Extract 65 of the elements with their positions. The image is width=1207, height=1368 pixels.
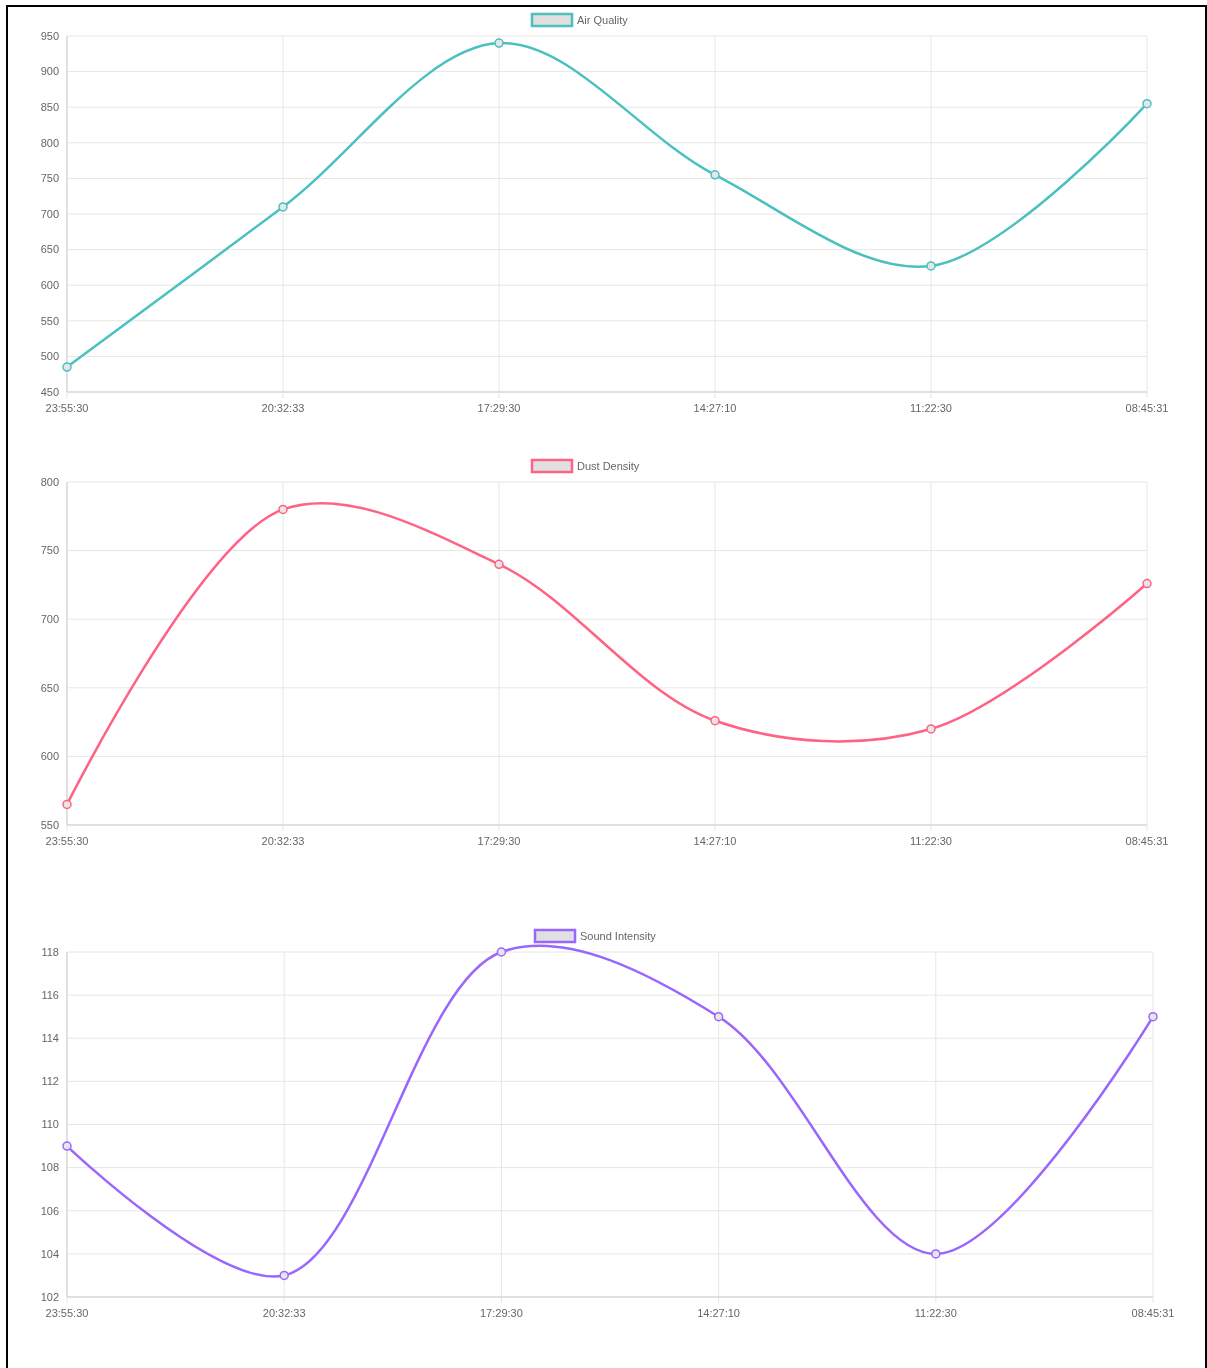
y-tick-label: 104 <box>40 1247 59 1260</box>
point <box>926 261 936 271</box>
y-tick-label: 450 <box>40 385 59 398</box>
y-tick-label: 106 <box>40 1204 59 1217</box>
x-tick-label: 23:55:30 <box>45 835 89 847</box>
point <box>62 1141 72 1151</box>
x-tick-label: 08:45:31 <box>1125 402 1169 414</box>
y-tick-label: 108 <box>40 1161 59 1174</box>
x-tick-label: 08:45:31 <box>1131 1307 1175 1319</box>
point <box>926 724 936 734</box>
x-tick-label: 11:22:30 <box>914 1307 957 1319</box>
y-tick-label: 750 <box>40 172 59 185</box>
point <box>710 170 720 180</box>
y-tick-label: 800 <box>40 475 59 488</box>
x-tick-label: 23:55:30 <box>45 1307 89 1319</box>
y-tick-label: 550 <box>40 818 59 831</box>
point <box>278 202 288 212</box>
y-tick-label: 700 <box>40 613 59 626</box>
point <box>494 38 504 48</box>
x-tick-label: 23:55:30 <box>45 402 89 414</box>
y-tick-label: 112 <box>41 1075 59 1088</box>
point <box>1142 578 1152 589</box>
x-tick-label: 20:32:33 <box>262 1307 306 1319</box>
y-tick-label: 110 <box>41 1118 59 1131</box>
point <box>713 1011 724 1022</box>
x-tick-label: 17:29:30 <box>479 1307 523 1319</box>
point <box>62 362 72 372</box>
y-tick-label: 102 <box>40 1290 59 1303</box>
x-tick-label: 20:32:33 <box>261 835 305 847</box>
point <box>931 1249 941 1259</box>
x-tick-label: 14:27:10 <box>697 1307 741 1319</box>
x-tick-label: 08:45:31 <box>1125 835 1169 847</box>
point <box>494 559 504 570</box>
y-tick-label: 600 <box>40 750 59 763</box>
legend-label: Air Quality <box>577 13 629 26</box>
y-tick-label: 118 <box>41 945 59 958</box>
point <box>62 799 72 810</box>
y-tick-label: 800 <box>40 136 59 149</box>
y-tick-label: 550 <box>40 314 59 327</box>
y-tick-label: 114 <box>41 1032 59 1045</box>
x-tick-label: 11:22:30 <box>909 835 953 847</box>
x-tick-label: 14:27:10 <box>693 402 737 414</box>
y-tick-label: 650 <box>40 681 59 694</box>
x-tick-label: 17:29:30 <box>477 835 521 847</box>
point <box>496 947 507 957</box>
y-tick-label: 950 <box>40 29 59 42</box>
point <box>1142 98 1152 109</box>
x-tick-label: 14:27:10 <box>693 835 737 847</box>
point <box>279 1270 289 1281</box>
x-tick-label: 20:32:33 <box>261 402 305 414</box>
y-tick-label: 700 <box>40 207 59 220</box>
x-tick-label: 11:22:30 <box>909 402 953 414</box>
y-tick-label: 600 <box>40 279 59 292</box>
x-tick-label: 17:29:30 <box>477 402 521 414</box>
y-tick-label: 500 <box>40 350 59 363</box>
legend-label: Dust Density <box>577 459 640 472</box>
point <box>278 504 288 515</box>
y-tick-label: 116 <box>41 988 59 1001</box>
y-tick-label: 850 <box>40 101 59 114</box>
y-tick-label: 750 <box>40 544 59 557</box>
point <box>1148 1011 1158 1022</box>
y-tick-label: 650 <box>40 243 59 256</box>
legend-label: Sound Intensity <box>580 929 657 942</box>
y-tick-label: 900 <box>40 65 59 78</box>
point <box>710 715 720 726</box>
